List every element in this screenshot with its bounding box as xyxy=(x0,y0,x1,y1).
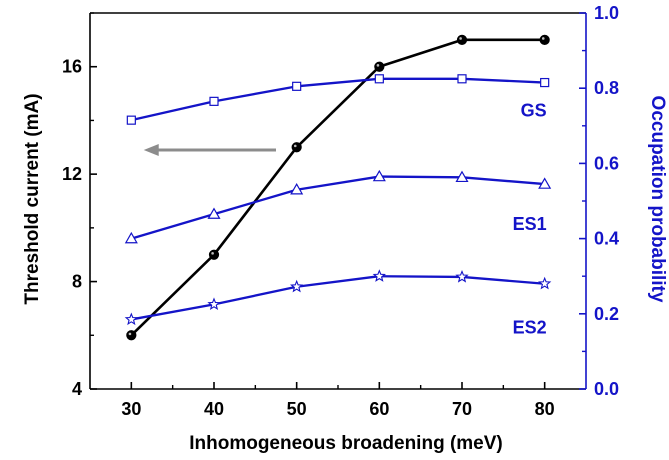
y-right-tick-label: 0.4 xyxy=(594,229,619,249)
data-point xyxy=(126,115,136,125)
data-point xyxy=(456,34,468,45)
data-point xyxy=(539,34,550,45)
data-point-highlight xyxy=(211,252,214,255)
data-point-dot xyxy=(374,61,385,72)
x-tick-label: 60 xyxy=(369,399,389,419)
y-left-tick-label: 8 xyxy=(72,272,82,292)
series-line xyxy=(131,175,545,240)
series-line xyxy=(131,275,545,321)
annotation-layer xyxy=(143,143,276,156)
data-point xyxy=(374,61,385,72)
series-line xyxy=(130,38,545,337)
tick-labels: 30 40 50 60 70 80 4 8 12 16 0.0 0.2 0.4 0.6 0.8 1.0 GS ES… xyxy=(62,3,619,419)
y-right-tick-label: 0.6 xyxy=(594,153,619,173)
data-point xyxy=(455,269,469,283)
data-point xyxy=(126,330,137,341)
x-tick-label: 50 xyxy=(287,399,307,419)
data-point xyxy=(290,183,304,195)
y-left-tick-label: 4 xyxy=(72,379,82,399)
data-point xyxy=(291,142,302,153)
x-tick-label: 40 xyxy=(204,399,224,419)
data-point-highlight xyxy=(376,64,380,67)
annotation-arrow xyxy=(143,143,276,156)
data-point xyxy=(124,312,138,326)
y-axis-right-title: Occupation probability xyxy=(647,96,668,303)
data-point-dot xyxy=(126,330,137,341)
data-point xyxy=(292,81,302,91)
data-point-highlight xyxy=(541,37,545,40)
series-gs xyxy=(126,74,550,125)
data-point xyxy=(207,297,221,311)
data-point-highlight xyxy=(293,144,297,148)
data-point xyxy=(208,249,220,260)
data-point xyxy=(290,279,304,293)
series-threshold-current xyxy=(126,34,550,341)
y-left-tick-label: 12 xyxy=(62,164,82,184)
data-point-dot xyxy=(291,142,302,153)
series-es2 xyxy=(124,269,552,326)
series-label-es2: ES2 xyxy=(513,318,547,338)
data-point xyxy=(538,177,552,189)
data-point xyxy=(209,96,219,106)
data-point xyxy=(540,77,550,88)
plot-frame xyxy=(89,12,587,390)
data-point xyxy=(538,276,552,290)
data-point-dot xyxy=(539,34,550,45)
arrow-head xyxy=(143,143,159,156)
data-point xyxy=(372,169,386,182)
x-tick-label: 70 xyxy=(452,399,472,419)
y-left-tick-label: 16 xyxy=(62,57,82,77)
y-axis-left-title: Threshold current (mA) xyxy=(22,93,43,304)
series-es1 xyxy=(124,169,552,244)
axis-ticks xyxy=(90,12,586,390)
data-point-highlight xyxy=(459,37,462,40)
series-line xyxy=(131,77,545,122)
data-point-highlight xyxy=(128,332,132,336)
data-point-dot xyxy=(208,249,220,260)
data-point xyxy=(124,231,138,244)
series-layer xyxy=(124,34,552,341)
data-point xyxy=(207,207,221,219)
data-point xyxy=(457,74,467,84)
y-right-tick-label: 0.2 xyxy=(594,304,619,324)
series-label-es1: ES1 xyxy=(513,214,547,234)
data-point-dot xyxy=(456,34,468,45)
x-axis-title: Inhomogeneous broadening (meV) xyxy=(189,433,503,454)
data-point xyxy=(374,74,384,84)
data-point xyxy=(372,269,386,282)
series-label-gs: GS xyxy=(521,101,547,121)
y-right-tick-label: 1.0 xyxy=(594,3,619,23)
x-tick-label: 80 xyxy=(535,399,555,419)
y-right-tick-label: 0.8 xyxy=(594,78,619,98)
data-point xyxy=(455,170,469,183)
x-tick-label: 30 xyxy=(121,399,141,419)
y-right-tick-label: 0.0 xyxy=(594,379,619,399)
